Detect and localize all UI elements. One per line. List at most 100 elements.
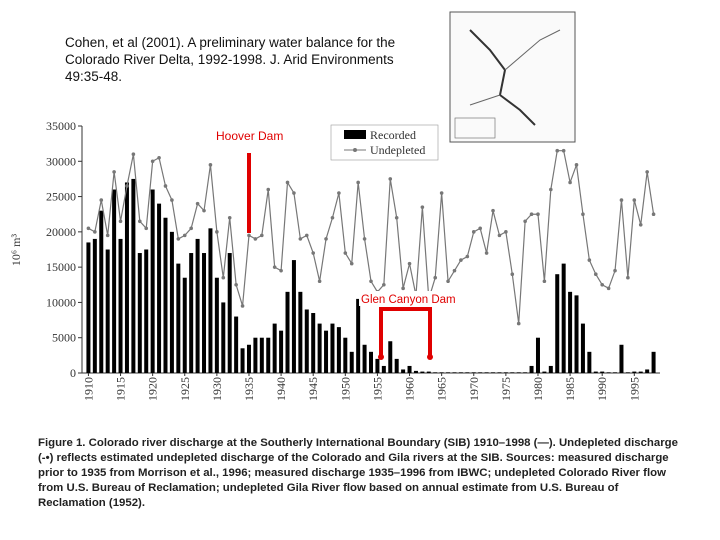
point	[138, 219, 142, 224]
bar	[491, 372, 496, 373]
point	[401, 286, 405, 291]
bar	[439, 372, 444, 373]
point	[311, 251, 316, 255]
bar	[285, 291, 290, 373]
point	[330, 215, 335, 220]
bar	[144, 249, 149, 373]
point	[189, 226, 193, 231]
bar	[452, 372, 457, 373]
bar	[311, 313, 316, 373]
bar	[202, 253, 207, 373]
legend-label: Recorded	[370, 128, 416, 142]
bar	[112, 189, 117, 373]
y-tick-label: 0	[70, 366, 76, 380]
point	[459, 258, 463, 262]
bar	[169, 231, 174, 373]
point	[208, 163, 213, 167]
bar	[304, 309, 309, 373]
point	[626, 275, 630, 280]
bar	[137, 253, 142, 373]
point	[452, 268, 457, 273]
bar	[253, 337, 258, 373]
point	[221, 275, 226, 280]
point	[112, 170, 116, 174]
point	[394, 215, 399, 220]
y-tick-label: 35000	[46, 119, 76, 133]
glen-canyon-marker	[379, 307, 432, 357]
point	[324, 237, 328, 241]
point	[536, 212, 540, 217]
point	[99, 198, 104, 202]
point	[86, 226, 91, 231]
point	[298, 237, 303, 241]
point	[105, 233, 110, 238]
bar	[163, 217, 168, 373]
point	[581, 212, 585, 217]
bar	[118, 238, 123, 373]
x-tick-label: 1985	[563, 377, 577, 401]
x-tick-label: 1960	[403, 377, 417, 401]
bar	[606, 372, 611, 373]
bar	[420, 371, 425, 373]
bar	[593, 371, 598, 373]
x-tick-label: 1970	[467, 377, 481, 401]
bar	[523, 372, 528, 373]
annotation: Hoover Dam	[216, 129, 283, 143]
point	[170, 198, 174, 202]
bar	[157, 203, 162, 373]
bar	[195, 238, 200, 373]
point	[439, 191, 444, 195]
bar	[458, 372, 463, 373]
point	[606, 286, 611, 291]
bar	[375, 358, 380, 373]
bar	[266, 337, 271, 373]
point	[619, 198, 624, 202]
caption-label: Figure 1.	[38, 437, 86, 449]
bar	[317, 323, 322, 373]
point	[645, 170, 649, 174]
point	[150, 159, 155, 164]
point	[131, 152, 136, 157]
bar	[632, 371, 637, 373]
point	[407, 261, 412, 266]
x-tick-label: 1940	[274, 377, 288, 401]
point	[613, 268, 617, 273]
point	[195, 201, 200, 206]
point	[497, 233, 502, 238]
location-map	[449, 11, 576, 143]
x-tick-label: 1995	[627, 377, 641, 401]
point	[215, 230, 219, 234]
bar	[574, 295, 579, 373]
bar	[407, 365, 412, 373]
bar	[214, 277, 219, 373]
x-tick-label: 1915	[114, 377, 128, 401]
point	[471, 230, 476, 234]
bar	[471, 372, 476, 373]
bar	[131, 178, 136, 373]
point	[93, 230, 97, 234]
point	[632, 198, 637, 202]
bar	[561, 263, 566, 373]
annotation: Glen Canyon Dam	[361, 294, 456, 306]
point	[285, 180, 290, 185]
bar	[510, 372, 515, 373]
point	[484, 251, 489, 255]
point	[202, 208, 206, 213]
bar	[625, 372, 630, 373]
bar	[272, 323, 277, 373]
bar	[369, 351, 373, 373]
bar	[503, 372, 508, 373]
point	[369, 279, 373, 284]
legend: Recorded Undepleted	[330, 124, 439, 161]
bar	[580, 323, 585, 373]
bar	[227, 253, 232, 373]
x-tick-label: 1930	[210, 377, 224, 401]
bar	[324, 330, 329, 373]
bar	[446, 372, 451, 373]
point	[651, 212, 656, 217]
bar	[356, 298, 361, 373]
y-tick-label: 20000	[46, 225, 76, 239]
point	[465, 254, 470, 259]
bar	[587, 351, 592, 373]
